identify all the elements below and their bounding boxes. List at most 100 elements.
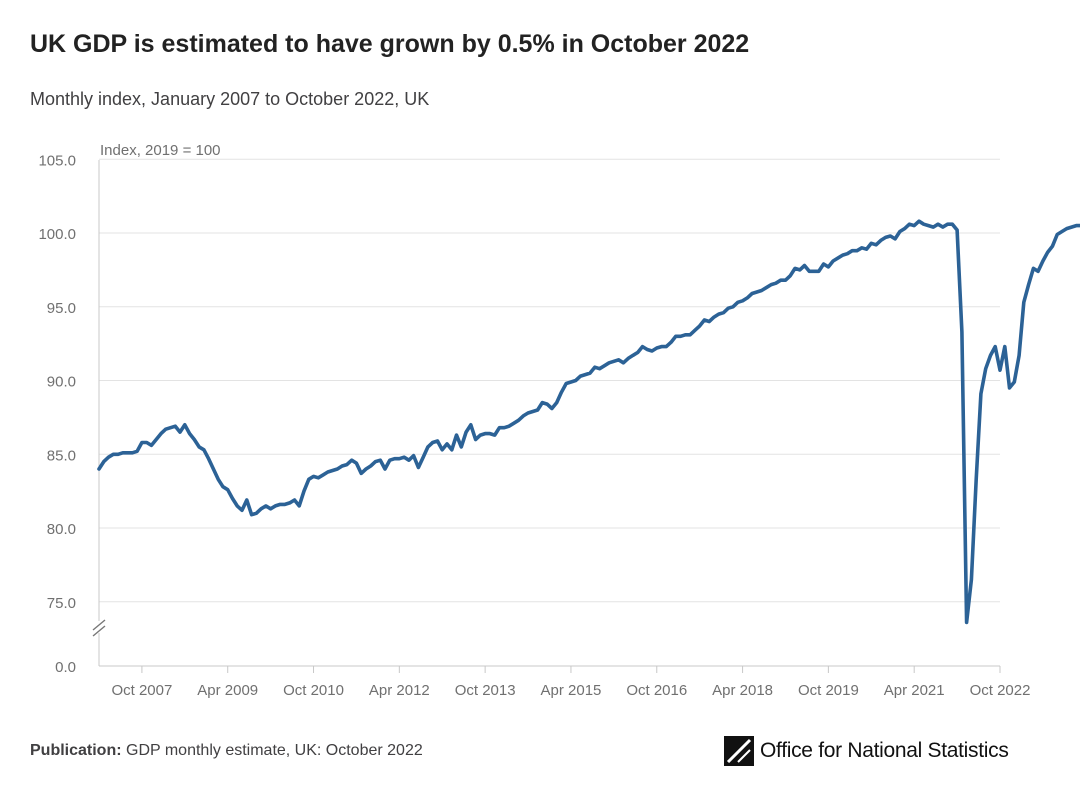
data-point xyxy=(679,335,681,337)
publication-link[interactable]: GDP monthly estimate, UK: October 2022 xyxy=(126,742,423,759)
x-tick-label: Apr 2012 xyxy=(369,682,430,699)
data-point xyxy=(1023,301,1025,303)
x-tick-label: Apr 2015 xyxy=(541,682,602,699)
y-tick-label: 0.0 xyxy=(55,659,76,676)
data-point xyxy=(565,382,567,384)
data-point xyxy=(398,458,400,460)
data-point xyxy=(131,452,133,454)
data-point xyxy=(207,458,209,460)
y-axis-ticks: 105.0 100.0 95.0 90.0 85.0 80.0 75.0 0.0 xyxy=(38,152,76,676)
data-point xyxy=(656,347,658,349)
y-tick-label: 85.0 xyxy=(47,447,76,464)
gridlines xyxy=(99,158,1000,603)
data-point xyxy=(627,357,629,359)
data-point xyxy=(374,460,376,462)
data-point xyxy=(465,431,467,433)
data-point xyxy=(651,350,653,352)
data-point xyxy=(579,375,581,377)
data-point xyxy=(727,307,729,309)
data-point xyxy=(169,427,171,429)
data-point xyxy=(336,468,338,470)
data-point xyxy=(718,313,720,315)
data-point xyxy=(932,226,934,228)
data-point xyxy=(536,409,538,411)
data-point xyxy=(942,226,944,228)
x-axis-ticks: Oct 2007 Apr 2009 Oct 2010 Apr 2012 Oct 2013… xyxy=(111,666,1030,699)
data-point xyxy=(1056,233,1058,235)
data-point xyxy=(608,362,610,364)
data-point xyxy=(503,427,505,429)
data-point xyxy=(1013,381,1015,383)
data-point xyxy=(670,341,672,343)
publication-footer: Publication: GDP monthly estimate, UK: O… xyxy=(30,742,423,760)
data-point xyxy=(513,422,515,424)
data-point xyxy=(188,432,190,434)
data-point xyxy=(985,368,987,370)
data-point xyxy=(794,267,796,269)
data-point xyxy=(546,403,548,405)
y-tick-label: 90.0 xyxy=(47,374,76,391)
data-point xyxy=(827,266,829,268)
data-point xyxy=(699,325,701,327)
data-point xyxy=(479,434,481,436)
data-point xyxy=(923,223,925,225)
data-point xyxy=(136,450,138,452)
data-point xyxy=(637,351,639,353)
data-point xyxy=(1070,226,1072,228)
data-point xyxy=(432,441,434,443)
data-point xyxy=(770,283,772,285)
data-point xyxy=(265,505,267,507)
data-point xyxy=(417,466,419,468)
axis-break-mark xyxy=(92,625,106,637)
data-point xyxy=(994,345,996,347)
data-point xyxy=(856,250,858,252)
data-point xyxy=(260,508,262,510)
data-point xyxy=(412,455,414,457)
data-point xyxy=(427,446,429,448)
data-point xyxy=(393,458,395,460)
data-point xyxy=(818,270,820,272)
data-point xyxy=(861,247,863,249)
data-point xyxy=(498,427,500,429)
data-point xyxy=(203,449,205,451)
data-point xyxy=(803,264,805,266)
data-point xyxy=(1008,387,1010,389)
data-point xyxy=(789,275,791,277)
ons-logo-text: Office for National Statistics xyxy=(760,739,1009,762)
data-point xyxy=(484,432,486,434)
data-point xyxy=(746,297,748,299)
data-point xyxy=(322,474,324,476)
data-point xyxy=(594,366,596,368)
data-point xyxy=(255,512,257,514)
data-point xyxy=(846,253,848,255)
data-point xyxy=(822,263,824,265)
data-point xyxy=(780,279,782,281)
data-point xyxy=(851,250,853,252)
data-point xyxy=(756,291,758,293)
data-point xyxy=(112,453,114,455)
data-point xyxy=(1066,227,1068,229)
data-point xyxy=(1051,245,1053,247)
data-point xyxy=(98,468,100,470)
data-point xyxy=(708,320,710,322)
data-point xyxy=(970,578,972,580)
data-point xyxy=(951,223,953,225)
data-point xyxy=(246,499,248,501)
data-point xyxy=(1037,270,1039,272)
data-point xyxy=(222,486,224,488)
data-point xyxy=(598,368,600,370)
data-point xyxy=(799,269,801,271)
data-point xyxy=(303,490,305,492)
data-point xyxy=(317,477,319,479)
data-point xyxy=(1047,251,1049,253)
series-layer xyxy=(97,219,1080,625)
data-point xyxy=(765,286,767,288)
data-point xyxy=(455,434,457,436)
data-point xyxy=(927,224,929,226)
data-point xyxy=(298,505,300,507)
data-point xyxy=(446,443,448,445)
data-point xyxy=(522,415,524,417)
data-point xyxy=(517,419,519,421)
data-point xyxy=(1042,260,1044,262)
data-point xyxy=(284,503,286,505)
